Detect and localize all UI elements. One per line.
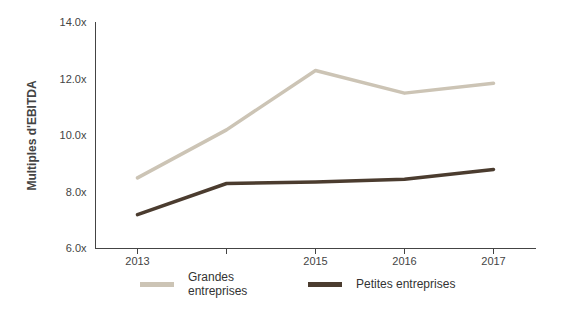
svg-text:6.0x: 6.0x: [66, 242, 87, 254]
svg-text:12.0x: 12.0x: [60, 73, 87, 85]
svg-text:14.0x: 14.0x: [60, 16, 87, 28]
svg-text:2013: 2013: [125, 255, 149, 267]
html-text:Petites entreprises: Petites entreprises: [356, 277, 456, 291]
svg-text:10.0x: 10.0x: [60, 129, 87, 141]
svg-text:2017: 2017: [481, 255, 505, 267]
svg-text:2016: 2016: [392, 255, 416, 267]
svg-text:8.0x: 8.0x: [66, 186, 87, 198]
svg-text:2015: 2015: [303, 255, 327, 267]
html-text:Grandes entreprises: Grandes entreprises: [188, 270, 248, 298]
svg-text:Multiples d'EBITDA: Multiples d'EBITDA: [25, 80, 39, 191]
